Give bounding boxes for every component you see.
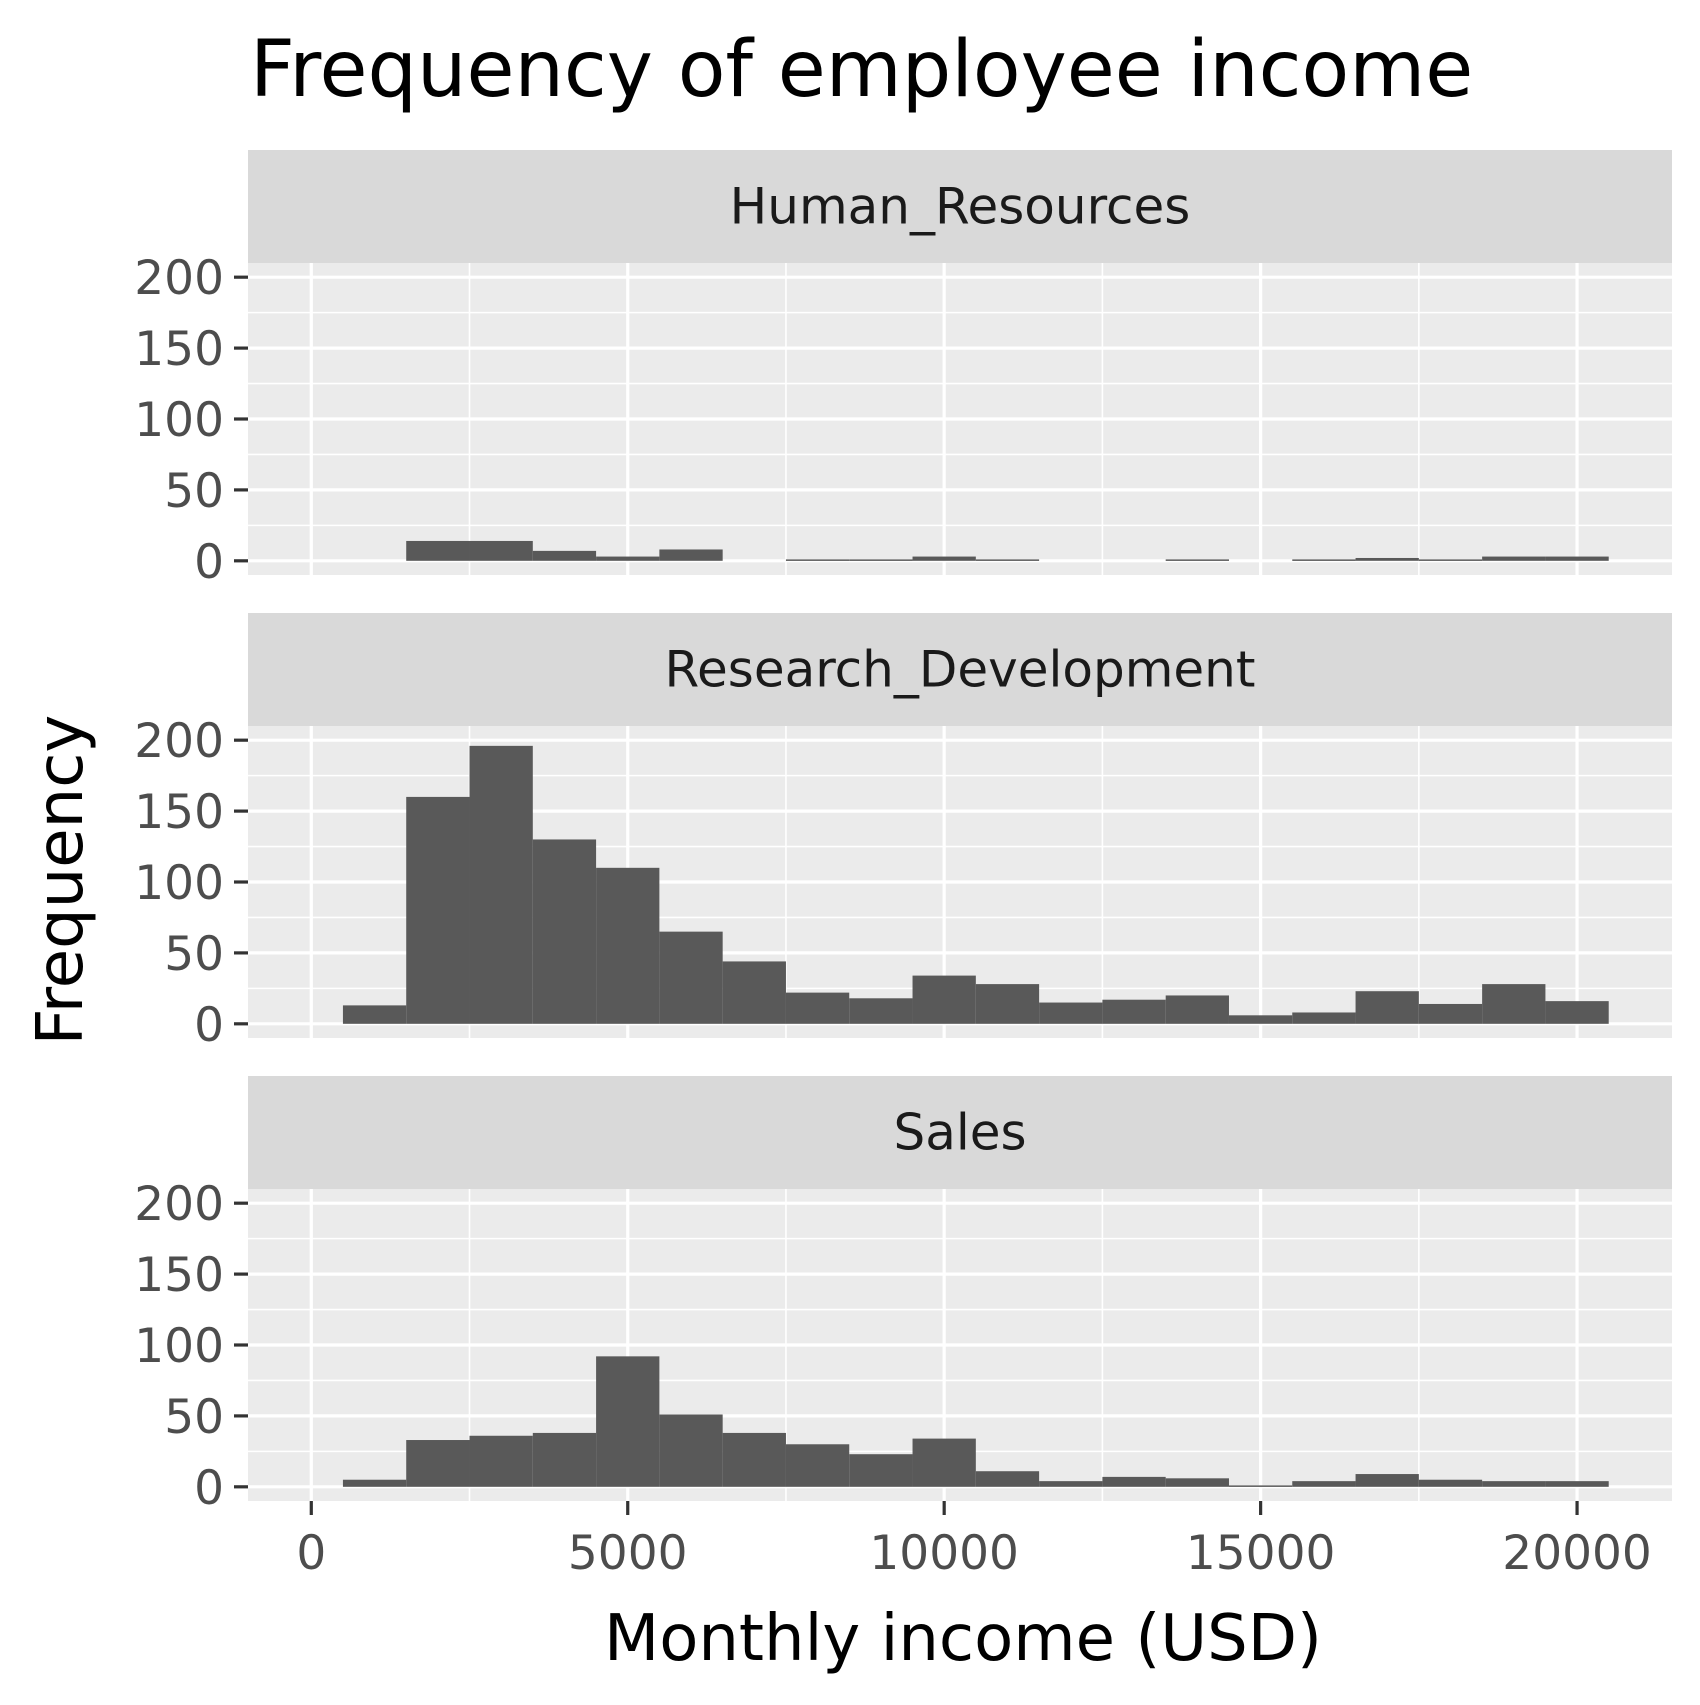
y-tick-label: 0	[194, 535, 224, 590]
histogram-bar	[1228, 1015, 1293, 1024]
x-axis-title: Monthly income (USD)	[604, 1602, 1322, 1676]
histogram-bar	[785, 992, 850, 1024]
histogram-bar	[469, 540, 533, 561]
histogram-bar	[1039, 1481, 1103, 1487]
histogram-bar	[1418, 1003, 1483, 1024]
histogram-bar	[1039, 1002, 1103, 1024]
histogram-bar	[596, 1356, 660, 1487]
y-tick-label: 150	[134, 785, 224, 840]
histogram-bar	[1418, 559, 1483, 561]
facet-strip-label: Human_Resources	[730, 178, 1191, 236]
facet-strip	[248, 613, 1672, 726]
x-tick-label: 0	[296, 1526, 326, 1581]
y-axis-title: Frequency	[24, 715, 98, 1046]
histogram-bar	[1228, 1485, 1293, 1487]
x-tick-label: 15000	[1186, 1526, 1336, 1581]
histogram-bar	[1355, 1474, 1419, 1487]
histogram-bar	[1482, 1481, 1546, 1487]
histogram-bar	[532, 1432, 597, 1487]
histogram-bar	[1292, 1012, 1356, 1024]
chart-title: Frequency of employee income	[250, 25, 1473, 115]
y-tick-label: 200	[134, 714, 224, 769]
y-tick-label: 100	[134, 856, 224, 911]
histogram-bar	[406, 796, 470, 1024]
histogram-bar	[975, 984, 1040, 1024]
histogram-bar	[1418, 1479, 1483, 1487]
histogram-bar	[596, 556, 660, 561]
x-axis: 0 5000 10000 15000 20000	[296, 1501, 1652, 1581]
histogram-bar	[1355, 991, 1419, 1024]
histogram-bar	[849, 1454, 913, 1487]
y-tick-label: 0	[194, 998, 224, 1053]
histogram-bar	[406, 540, 470, 561]
y-tick-label: 50	[164, 464, 224, 519]
x-tick-label: 20000	[1502, 1526, 1652, 1581]
y-tick-label: 50	[164, 1390, 224, 1445]
y-tick-label: 150	[134, 322, 224, 377]
histogram-bar	[975, 1471, 1040, 1487]
facet-strip-label: Sales	[893, 1104, 1026, 1162]
histogram-bar	[532, 550, 597, 561]
histogram-bar	[1165, 1478, 1229, 1487]
histogram-bar	[596, 867, 660, 1024]
histogram-bar	[1545, 1481, 1609, 1487]
y-tick-label: 50	[164, 927, 224, 982]
y-tick-label: 100	[134, 393, 224, 448]
histogram-bar	[406, 1440, 470, 1487]
histogram-bar	[1165, 995, 1229, 1024]
x-tick-label: 5000	[568, 1526, 688, 1581]
histogram-bar	[785, 559, 850, 561]
facet-research-development: Research_Development 0 50 100 150 200	[134, 613, 1672, 1053]
histogram-bar	[659, 931, 723, 1024]
histogram-bar	[722, 961, 786, 1024]
facet-strip	[248, 1076, 1672, 1189]
y-tick-label: 150	[134, 1248, 224, 1303]
histogram-bar	[469, 745, 533, 1024]
histogram-bar	[1482, 984, 1546, 1024]
histogram-bar	[912, 975, 976, 1024]
histogram-bar	[659, 1414, 723, 1487]
y-tick-label: 100	[134, 1319, 224, 1374]
histogram-bar	[849, 998, 913, 1024]
histogram-bar	[849, 559, 913, 561]
histogram-bar	[1545, 556, 1609, 561]
histogram-bar	[532, 839, 597, 1024]
y-tick-label: 0	[194, 1461, 224, 1516]
histogram-bar	[1292, 1481, 1356, 1487]
histogram-bar	[659, 549, 723, 561]
histogram-bar	[912, 1438, 976, 1487]
histogram-bar	[1355, 557, 1419, 561]
histogram-bar	[722, 1432, 786, 1487]
y-tick-label: 200	[134, 251, 224, 306]
histogram-bar	[1102, 1476, 1166, 1487]
histogram-bar	[1482, 556, 1546, 561]
facet-strip-label: Research_Development	[665, 641, 1256, 699]
histogram-bar	[912, 556, 976, 561]
facet-panels: Human_Resources050100150200Research_Deve…	[134, 150, 1672, 1516]
histogram-bar	[1545, 1001, 1609, 1024]
histogram-bar	[785, 1444, 850, 1487]
y-tick-label: 200	[134, 1177, 224, 1232]
histogram-bar	[1165, 559, 1229, 561]
histogram-bar	[975, 559, 1040, 561]
histogram-bar	[1292, 559, 1356, 561]
x-tick-label: 10000	[869, 1526, 1019, 1581]
histogram-bar	[1102, 999, 1166, 1024]
histogram-bar	[342, 1479, 407, 1487]
facet-sales: Sales 0 50 100 150 200	[134, 1076, 1672, 1516]
facet-strip	[248, 150, 1672, 263]
facet-human-resources: Human_Resources 0 50 100 150 200	[134, 150, 1672, 590]
histogram-bar	[342, 1005, 407, 1024]
histogram-bar	[469, 1435, 533, 1487]
